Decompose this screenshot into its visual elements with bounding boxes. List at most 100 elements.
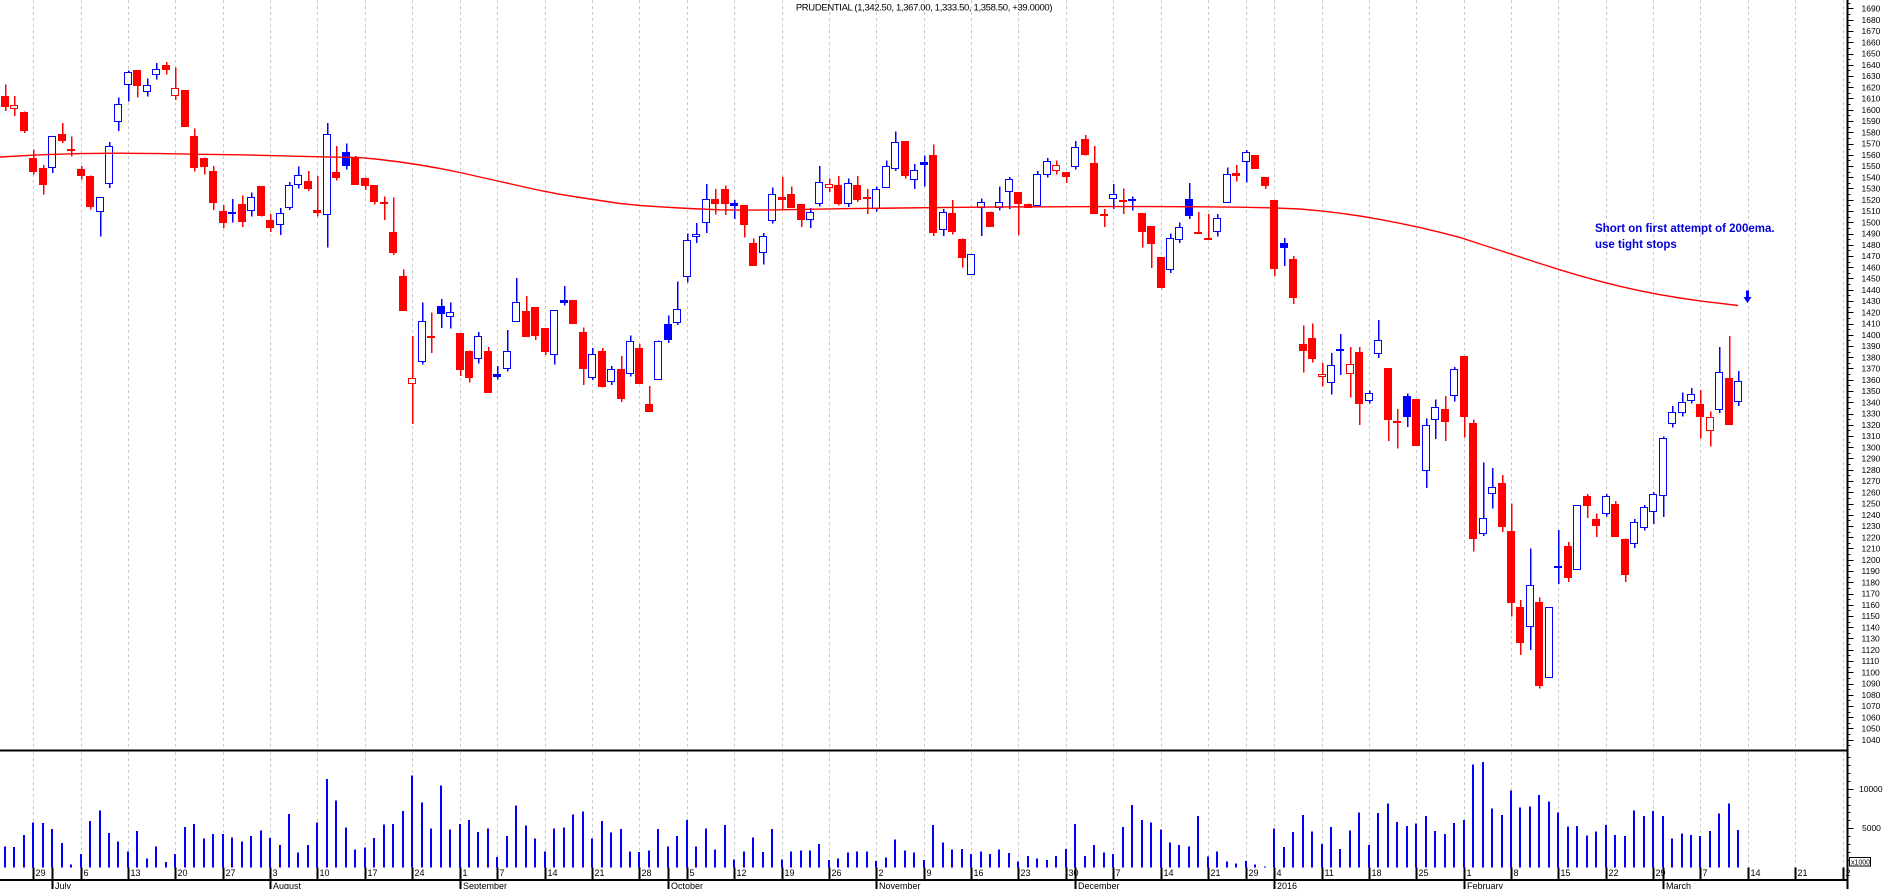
svg-text:8: 8 — [1514, 868, 1519, 878]
svg-text:1100: 1100 — [1862, 667, 1881, 677]
svg-text:1: 1 — [1467, 868, 1472, 878]
svg-text:February: February — [1467, 881, 1504, 889]
svg-text:1620: 1620 — [1862, 82, 1881, 92]
svg-text:1250: 1250 — [1862, 499, 1881, 509]
svg-text:10000: 10000 — [1859, 784, 1883, 794]
svg-text:11: 11 — [1325, 868, 1334, 878]
svg-text:1050: 1050 — [1862, 724, 1881, 734]
svg-text:2: 2 — [879, 868, 884, 878]
svg-text:1440: 1440 — [1862, 285, 1881, 295]
svg-text:25: 25 — [1419, 868, 1429, 878]
svg-text:29: 29 — [36, 868, 46, 878]
svg-text:1310: 1310 — [1862, 431, 1881, 441]
svg-text:1320: 1320 — [1862, 420, 1881, 430]
svg-text:1510: 1510 — [1862, 206, 1881, 216]
svg-text:1630: 1630 — [1862, 71, 1881, 81]
svg-text:1370: 1370 — [1862, 364, 1881, 374]
svg-text:28: 28 — [642, 868, 652, 878]
svg-text:1190: 1190 — [1862, 566, 1881, 576]
svg-text:2016: 2016 — [1277, 881, 1297, 889]
svg-text:PRUDENTIAL (1,342.50, 1,367.00: PRUDENTIAL (1,342.50, 1,367.00, 1,333.50… — [796, 3, 1053, 14]
svg-text:1160: 1160 — [1862, 600, 1881, 610]
svg-text:1450: 1450 — [1862, 274, 1881, 284]
svg-text:August: August — [273, 881, 302, 889]
svg-text:1080: 1080 — [1862, 690, 1881, 700]
svg-text:12: 12 — [737, 868, 747, 878]
svg-text:1110: 1110 — [1862, 656, 1880, 666]
svg-text:19: 19 — [785, 868, 795, 878]
svg-text:1380: 1380 — [1862, 352, 1881, 362]
svg-text:16: 16 — [974, 868, 984, 878]
svg-text:1200: 1200 — [1862, 555, 1881, 565]
svg-text:1350: 1350 — [1862, 386, 1881, 396]
svg-text:14: 14 — [1751, 868, 1761, 878]
svg-text:13: 13 — [131, 868, 141, 878]
svg-text:1430: 1430 — [1862, 296, 1881, 306]
svg-text:1040: 1040 — [1862, 735, 1881, 745]
svg-text:1170: 1170 — [1862, 589, 1881, 599]
svg-text:1420: 1420 — [1862, 307, 1881, 317]
svg-text:use tight stops: use tight stops — [1595, 239, 1677, 251]
svg-text:29: 29 — [1249, 868, 1259, 878]
svg-text:1490: 1490 — [1862, 229, 1881, 239]
svg-text:1520: 1520 — [1862, 195, 1881, 205]
svg-text:17: 17 — [368, 868, 378, 878]
svg-text:October: October — [671, 881, 703, 889]
svg-text:1390: 1390 — [1862, 341, 1881, 351]
svg-text:18: 18 — [1372, 868, 1382, 878]
svg-text:1550: 1550 — [1862, 161, 1881, 171]
svg-text:26: 26 — [832, 868, 842, 878]
svg-text:7: 7 — [1703, 868, 1708, 878]
svg-text:21: 21 — [1798, 868, 1808, 878]
svg-text:1270: 1270 — [1862, 476, 1881, 486]
svg-text:6: 6 — [84, 868, 89, 878]
svg-text:1260: 1260 — [1862, 487, 1881, 497]
svg-text:September: September — [463, 881, 507, 889]
svg-text:1120: 1120 — [1862, 645, 1881, 655]
svg-text:9: 9 — [927, 868, 932, 878]
svg-text:24: 24 — [415, 868, 425, 878]
svg-text:1290: 1290 — [1862, 454, 1881, 464]
svg-text:1660: 1660 — [1862, 37, 1881, 47]
svg-text:1140: 1140 — [1862, 622, 1881, 632]
svg-text:1600: 1600 — [1862, 105, 1881, 115]
svg-text:1500: 1500 — [1862, 217, 1881, 227]
svg-text:1400: 1400 — [1862, 330, 1881, 340]
svg-text:1180: 1180 — [1862, 577, 1881, 587]
svg-text:1530: 1530 — [1862, 184, 1881, 194]
svg-text:14: 14 — [1164, 868, 1174, 878]
svg-text:1330: 1330 — [1862, 409, 1881, 419]
svg-text:November: November — [879, 881, 921, 889]
svg-text:22: 22 — [1609, 868, 1619, 878]
svg-text:7: 7 — [500, 868, 505, 878]
svg-text:1340: 1340 — [1862, 397, 1881, 407]
svg-text:4: 4 — [1277, 868, 1282, 878]
svg-text:1: 1 — [463, 868, 468, 878]
svg-text:1460: 1460 — [1862, 262, 1881, 272]
svg-text:1070: 1070 — [1862, 701, 1881, 711]
svg-text:21: 21 — [1211, 868, 1221, 878]
svg-text:1090: 1090 — [1862, 679, 1881, 689]
svg-text:1540: 1540 — [1862, 172, 1881, 182]
svg-text:20: 20 — [178, 868, 188, 878]
svg-text:14: 14 — [548, 868, 558, 878]
svg-text:1650: 1650 — [1862, 49, 1881, 59]
svg-text:March: March — [1666, 881, 1691, 889]
svg-text:1360: 1360 — [1862, 375, 1881, 385]
svg-text:1060: 1060 — [1862, 712, 1881, 722]
svg-text:5000: 5000 — [1862, 823, 1881, 833]
svg-text:Short on first attempt of 200e: Short on first attempt of 200ema. — [1595, 223, 1775, 235]
svg-text:21: 21 — [595, 868, 605, 878]
svg-text:1130: 1130 — [1862, 634, 1881, 644]
svg-text:1480: 1480 — [1862, 240, 1881, 250]
svg-text:29: 29 — [1656, 868, 1666, 878]
svg-text:1470: 1470 — [1862, 251, 1881, 261]
svg-text:1210: 1210 — [1862, 544, 1881, 554]
svg-text:July: July — [55, 881, 72, 889]
svg-text:1560: 1560 — [1862, 150, 1881, 160]
svg-text:1580: 1580 — [1862, 127, 1881, 137]
svg-text:23: 23 — [1021, 868, 1031, 878]
svg-text:1590: 1590 — [1862, 116, 1881, 126]
svg-text:1220: 1220 — [1862, 532, 1881, 542]
svg-text:7: 7 — [1116, 868, 1121, 878]
